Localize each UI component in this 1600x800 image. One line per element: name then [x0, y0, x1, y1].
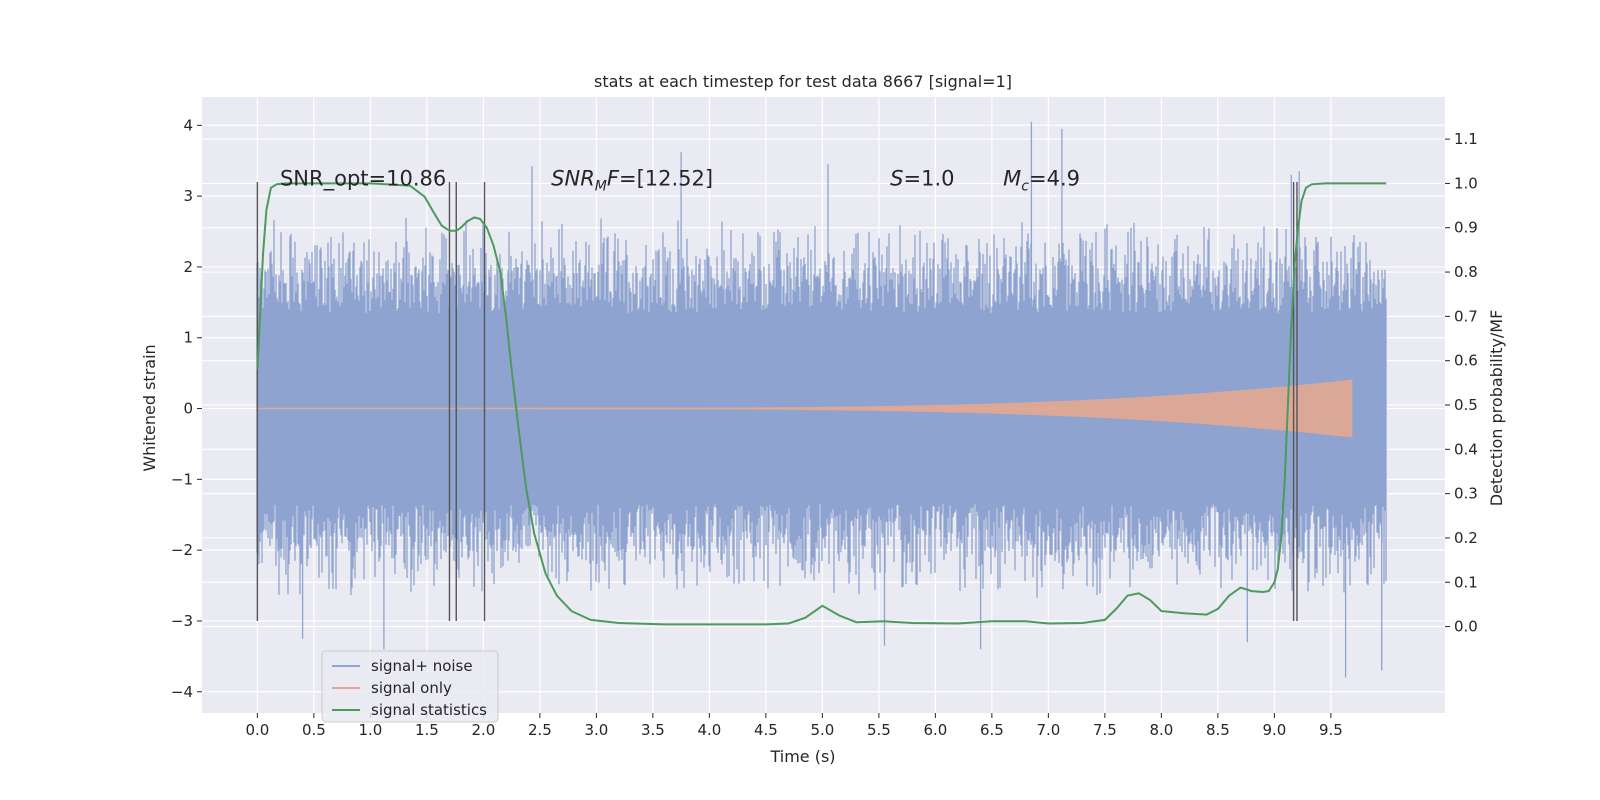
y-left-tick-label: −1 [171, 470, 193, 488]
x-tick-label: 4.5 [754, 721, 778, 739]
legend-label: signal+ noise [371, 657, 473, 675]
mc-annotation: Mc=4.9 [1003, 167, 1080, 195]
y-right-tick-label: 1.1 [1454, 130, 1478, 148]
y-right-tick-label: 0.3 [1454, 485, 1478, 503]
y-right-tick-label: 1.0 [1454, 174, 1478, 192]
axes: 0.0 0.5 1.0 1.5 2.0 2.5 3.0 3.5 4.0 4.5 5.0 5.5 6.0 6… [171, 116, 1478, 739]
y-left-tick-label: 1 [183, 329, 193, 347]
x-axis-label: Time (s) [769, 747, 835, 766]
x-tick-label: 2.5 [528, 721, 552, 739]
x-tick-label: 8.5 [1206, 721, 1230, 739]
y-right-tick-label: 0.4 [1454, 440, 1478, 458]
x-tick-label: 3.5 [641, 721, 665, 739]
snr-opt-annotation: SNR_opt=10.86 [280, 167, 446, 192]
legend-label: signal only [371, 679, 452, 697]
x-tick-label: 7.0 [1036, 721, 1060, 739]
chart-title: stats at each timestep for test data 866… [594, 72, 1012, 91]
x-tick-label: 1.0 [358, 721, 382, 739]
x-tick-label: 0.5 [302, 721, 326, 739]
y-left-tick-label: −4 [171, 683, 193, 701]
x-tick-label: 5.0 [810, 721, 834, 739]
y-right-tick-label: 0.9 [1454, 219, 1478, 237]
signal-chirp [539, 330, 1353, 473]
x-tick-label: 4.0 [697, 721, 721, 739]
y-right-tick-label: 0.5 [1454, 396, 1478, 414]
x-tick-label: 7.5 [1093, 721, 1117, 739]
legend-box [321, 650, 499, 723]
y-left-tick-label: −2 [171, 541, 193, 559]
x-tick-label: 6.5 [980, 721, 1004, 739]
snr-mf-annotation: SNRMF=[12.52] [551, 167, 713, 195]
signal-statistics-line [256, 182, 1387, 626]
legend: signal+ noise signal only signal statistic… [321, 650, 499, 723]
x-tick-label: 0.0 [245, 721, 269, 739]
x-tick-label: 9.0 [1262, 721, 1286, 739]
y-left-tick-label: 2 [183, 258, 193, 276]
annotations: SNR_opt=10.86 SNRMF=[12.52] S=1.0 Mc=4.9 [280, 167, 1080, 195]
y-axis-label-left: Whitened strain [140, 344, 159, 471]
y-right-tick-label: 0.1 [1454, 573, 1478, 591]
vertical-markers [256, 181, 1298, 621]
x-tick-label: 3.0 [584, 721, 608, 739]
x-tick-label: 6.0 [923, 721, 947, 739]
y-right-tick-label: 0.0 [1454, 618, 1478, 636]
y-right-tick-label: 0.7 [1454, 307, 1478, 325]
y-left-tick-label: 3 [183, 187, 193, 205]
x-tick-label: 8.0 [1149, 721, 1173, 739]
y-left-tick-label: 0 [183, 400, 193, 418]
x-tick-label: 5.5 [867, 721, 891, 739]
legend-label: signal statistics [371, 701, 487, 719]
signal-only-series [257, 330, 1353, 473]
s-annotation: S=1.0 [890, 167, 954, 191]
y-right-tick-label: 0.6 [1454, 352, 1478, 370]
y-right-tick-label: 0.2 [1454, 529, 1478, 547]
y-left-tick-label: 4 [183, 116, 193, 134]
y-left-tick-label: −3 [171, 612, 193, 630]
x-tick-label: 1.5 [415, 721, 439, 739]
x-tick-label: 2.0 [471, 721, 495, 739]
signal-statistics-series [256, 182, 1387, 626]
y-right-tick-label: 0.8 [1454, 263, 1478, 281]
x-tick-label: 9.5 [1319, 721, 1343, 739]
y-axis-label-right: Detection probability/MF [1487, 310, 1506, 507]
